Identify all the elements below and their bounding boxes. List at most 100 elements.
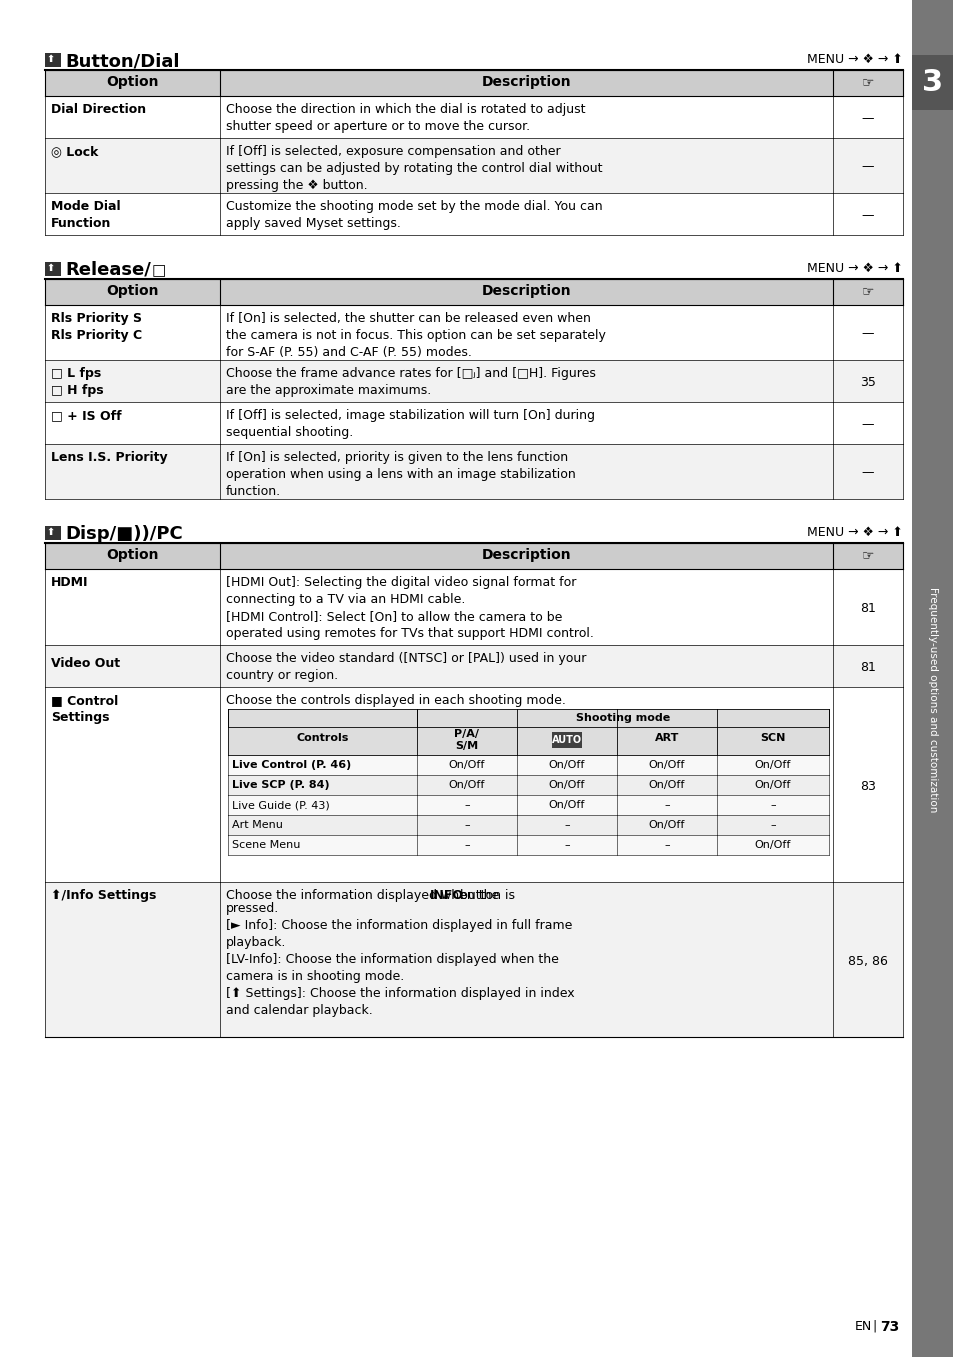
Text: On/Off: On/Off [548,780,584,790]
Bar [228,754,828,775]
Text: —: — [861,113,873,125]
Text: Frequently-used options and customization: Frequently-used options and customizatio… [927,588,937,813]
Bar [45,262,61,275]
Text: –: – [464,801,469,810]
Text: On/Off: On/Off [648,780,684,790]
Text: 85, 86: 85, 86 [847,954,887,968]
Bar [45,138,902,193]
Bar [45,569,902,645]
Text: On/Off: On/Off [548,801,584,810]
Text: If [Off] is selected, exposure compensation and other
settings can be adjusted b: If [Off] is selected, exposure compensat… [226,145,602,191]
Bar [45,444,902,499]
Text: Choose the controls displayed in each shooting mode.: Choose the controls displayed in each sh… [226,693,565,707]
Text: Description: Description [481,284,571,299]
Text: Choose the video standard ([NTSC] or [PAL]) used in your
country or region.: Choose the video standard ([NTSC] or [PA… [226,651,586,683]
Bar [45,305,902,360]
Bar [911,0,953,1357]
Text: Choose the information displayed when the: Choose the information displayed when th… [226,889,503,902]
Text: ⬆: ⬆ [47,527,55,537]
Text: Option: Option [106,284,158,299]
Text: –: – [563,840,569,849]
Text: INFO: INFO [429,889,463,902]
Text: Lens I.S. Priority: Lens I.S. Priority [51,451,168,464]
Bar [45,96,902,138]
Text: Shooting mode: Shooting mode [576,712,669,723]
Text: Release/: Release/ [65,261,151,280]
Text: Mode Dial
Function: Mode Dial Function [51,199,120,229]
Bar [45,402,902,444]
Text: On/Off: On/Off [754,780,790,790]
Bar [45,687,902,882]
Bar [552,731,581,748]
Text: 83: 83 [860,779,875,792]
Text: MENU → ❖ → ⬆: MENU → ❖ → ⬆ [806,53,902,66]
Bar [228,775,828,795]
Text: ART: ART [654,733,679,744]
Bar [911,56,953,110]
Text: On/Off: On/Off [648,760,684,769]
Text: If [On] is selected, the shutter can be released even when
the camera is not in : If [On] is selected, the shutter can be … [226,312,605,360]
Text: Description: Description [481,75,571,90]
Text: 73: 73 [879,1320,899,1334]
Bar [45,882,902,1037]
Bar [45,645,902,687]
Bar [45,360,902,402]
Text: On/Off: On/Off [448,780,485,790]
Text: —: — [861,467,873,479]
Text: Art Menu: Art Menu [232,820,283,830]
Text: Description: Description [481,548,571,562]
Bar [45,193,902,235]
Text: 81: 81 [860,661,875,674]
Text: □ + IS Off: □ + IS Off [51,408,121,422]
Text: SCN: SCN [760,733,785,744]
Text: P/A/
S/M: P/A/ S/M [454,729,479,750]
Text: –: – [464,820,469,830]
Text: Choose the direction in which the dial is rotated to adjust
shutter speed or ape: Choose the direction in which the dial i… [226,103,585,133]
Text: ◎ Lock: ◎ Lock [51,145,98,157]
Text: ☞: ☞ [861,284,873,299]
Text: –: – [769,820,775,830]
Bar [228,816,828,835]
Text: Controls: Controls [296,733,349,744]
Text: Scene Menu: Scene Menu [232,840,300,849]
Text: 3: 3 [922,68,943,96]
Bar [228,795,828,816]
Text: —: — [861,418,873,432]
Text: 81: 81 [860,603,875,615]
Text: —: — [861,209,873,223]
Text: □: □ [152,263,166,278]
Text: |: | [871,1320,876,1333]
Text: ⬆/Info Settings: ⬆/Info Settings [51,889,156,902]
Bar [228,835,828,855]
Text: On/Off: On/Off [754,760,790,769]
Text: Live SCP (P. 84): Live SCP (P. 84) [232,780,330,790]
Text: –: – [769,801,775,810]
Text: MENU → ❖ → ⬆: MENU → ❖ → ⬆ [806,262,902,275]
Text: —: — [861,327,873,341]
Bar [228,727,828,754]
Text: Choose the frame advance rates for [□ⱼ] and [□H]. Figures
are the approximate ma: Choose the frame advance rates for [□ⱼ] … [226,366,596,398]
Text: Rls Priority S
Rls Priority C: Rls Priority S Rls Priority C [51,312,142,342]
Text: □ L fps
□ H fps: □ L fps □ H fps [51,366,104,398]
Text: [HDMI Out]: Selecting the digital video signal format for
connecting to a TV via: [HDMI Out]: Selecting the digital video … [226,575,594,641]
Text: pressed.
[► Info]: Choose the information displayed in full frame
playback.
[LV-: pressed. [► Info]: Choose the informatio… [226,902,574,1016]
Bar [45,527,61,540]
Text: EN: EN [854,1320,871,1333]
Text: On/Off: On/Off [448,760,485,769]
Text: MENU → ❖ → ⬆: MENU → ❖ → ⬆ [806,527,902,539]
Text: –: – [464,840,469,849]
Text: –: – [663,801,669,810]
Text: –: – [663,840,669,849]
Text: Option: Option [106,548,158,562]
Text: HDMI: HDMI [51,575,89,589]
Text: Option: Option [106,75,158,90]
Text: AUTO: AUTO [552,735,581,745]
Text: ⬆: ⬆ [47,263,55,273]
Text: On/Off: On/Off [754,840,790,849]
Text: Dial Direction: Dial Direction [51,103,146,115]
Text: button is: button is [456,889,515,902]
Text: Disp/■))/PC: Disp/■))/PC [65,525,183,543]
Text: Video Out: Video Out [51,657,120,670]
Text: If [On] is selected, priority is given to the lens function
operation when using: If [On] is selected, priority is given t… [226,451,576,498]
Text: Live Guide (P. 43): Live Guide (P. 43) [232,801,330,810]
